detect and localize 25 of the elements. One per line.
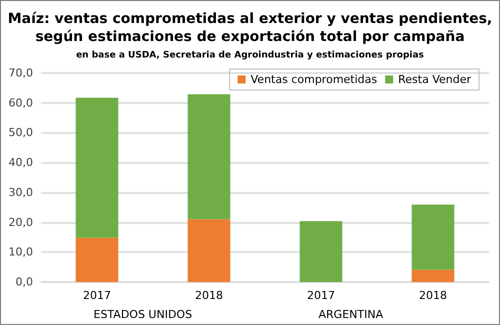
chart-title: Maíz: ventas comprometidas al exterior y ventas pendientes, según estimaciones de exportación total por campaña (8, 11, 492, 45)
bar (300, 221, 342, 282)
x-tick-label: 2017 (307, 289, 335, 302)
bar (188, 94, 230, 220)
x-tick-label: 2018 (195, 289, 223, 302)
y-tick-label: 40,0 (8, 156, 33, 170)
x-tick-label: 2017 (83, 289, 111, 302)
bar (76, 98, 118, 238)
y-tick-label: 0,0 (16, 276, 33, 288)
x-tick-label: 2018 (419, 289, 447, 302)
legend-label: Ventas comprometidas (250, 73, 378, 86)
chart-subtitle: en base a USDA, Secretaria de Agroindustria y estimaciones propias (76, 50, 424, 60)
y-tick-label: 70,0 (8, 66, 33, 80)
y-tick-label: 60,0 (8, 96, 33, 110)
y-tick-label: 20,0 (8, 216, 33, 229)
y-tick-label: 30,0 (8, 186, 33, 199)
bar (412, 270, 454, 282)
y-tick-label: 10,0 (8, 246, 33, 259)
text: ESTADOS UNIDOS (94, 308, 192, 321)
bar (76, 238, 118, 282)
legend-label: Resta Vender (398, 73, 472, 86)
y-tick-label: 50,0 (8, 126, 33, 140)
bar (412, 204, 454, 270)
text: ARGENTINA (318, 308, 384, 321)
bar (188, 219, 230, 282)
